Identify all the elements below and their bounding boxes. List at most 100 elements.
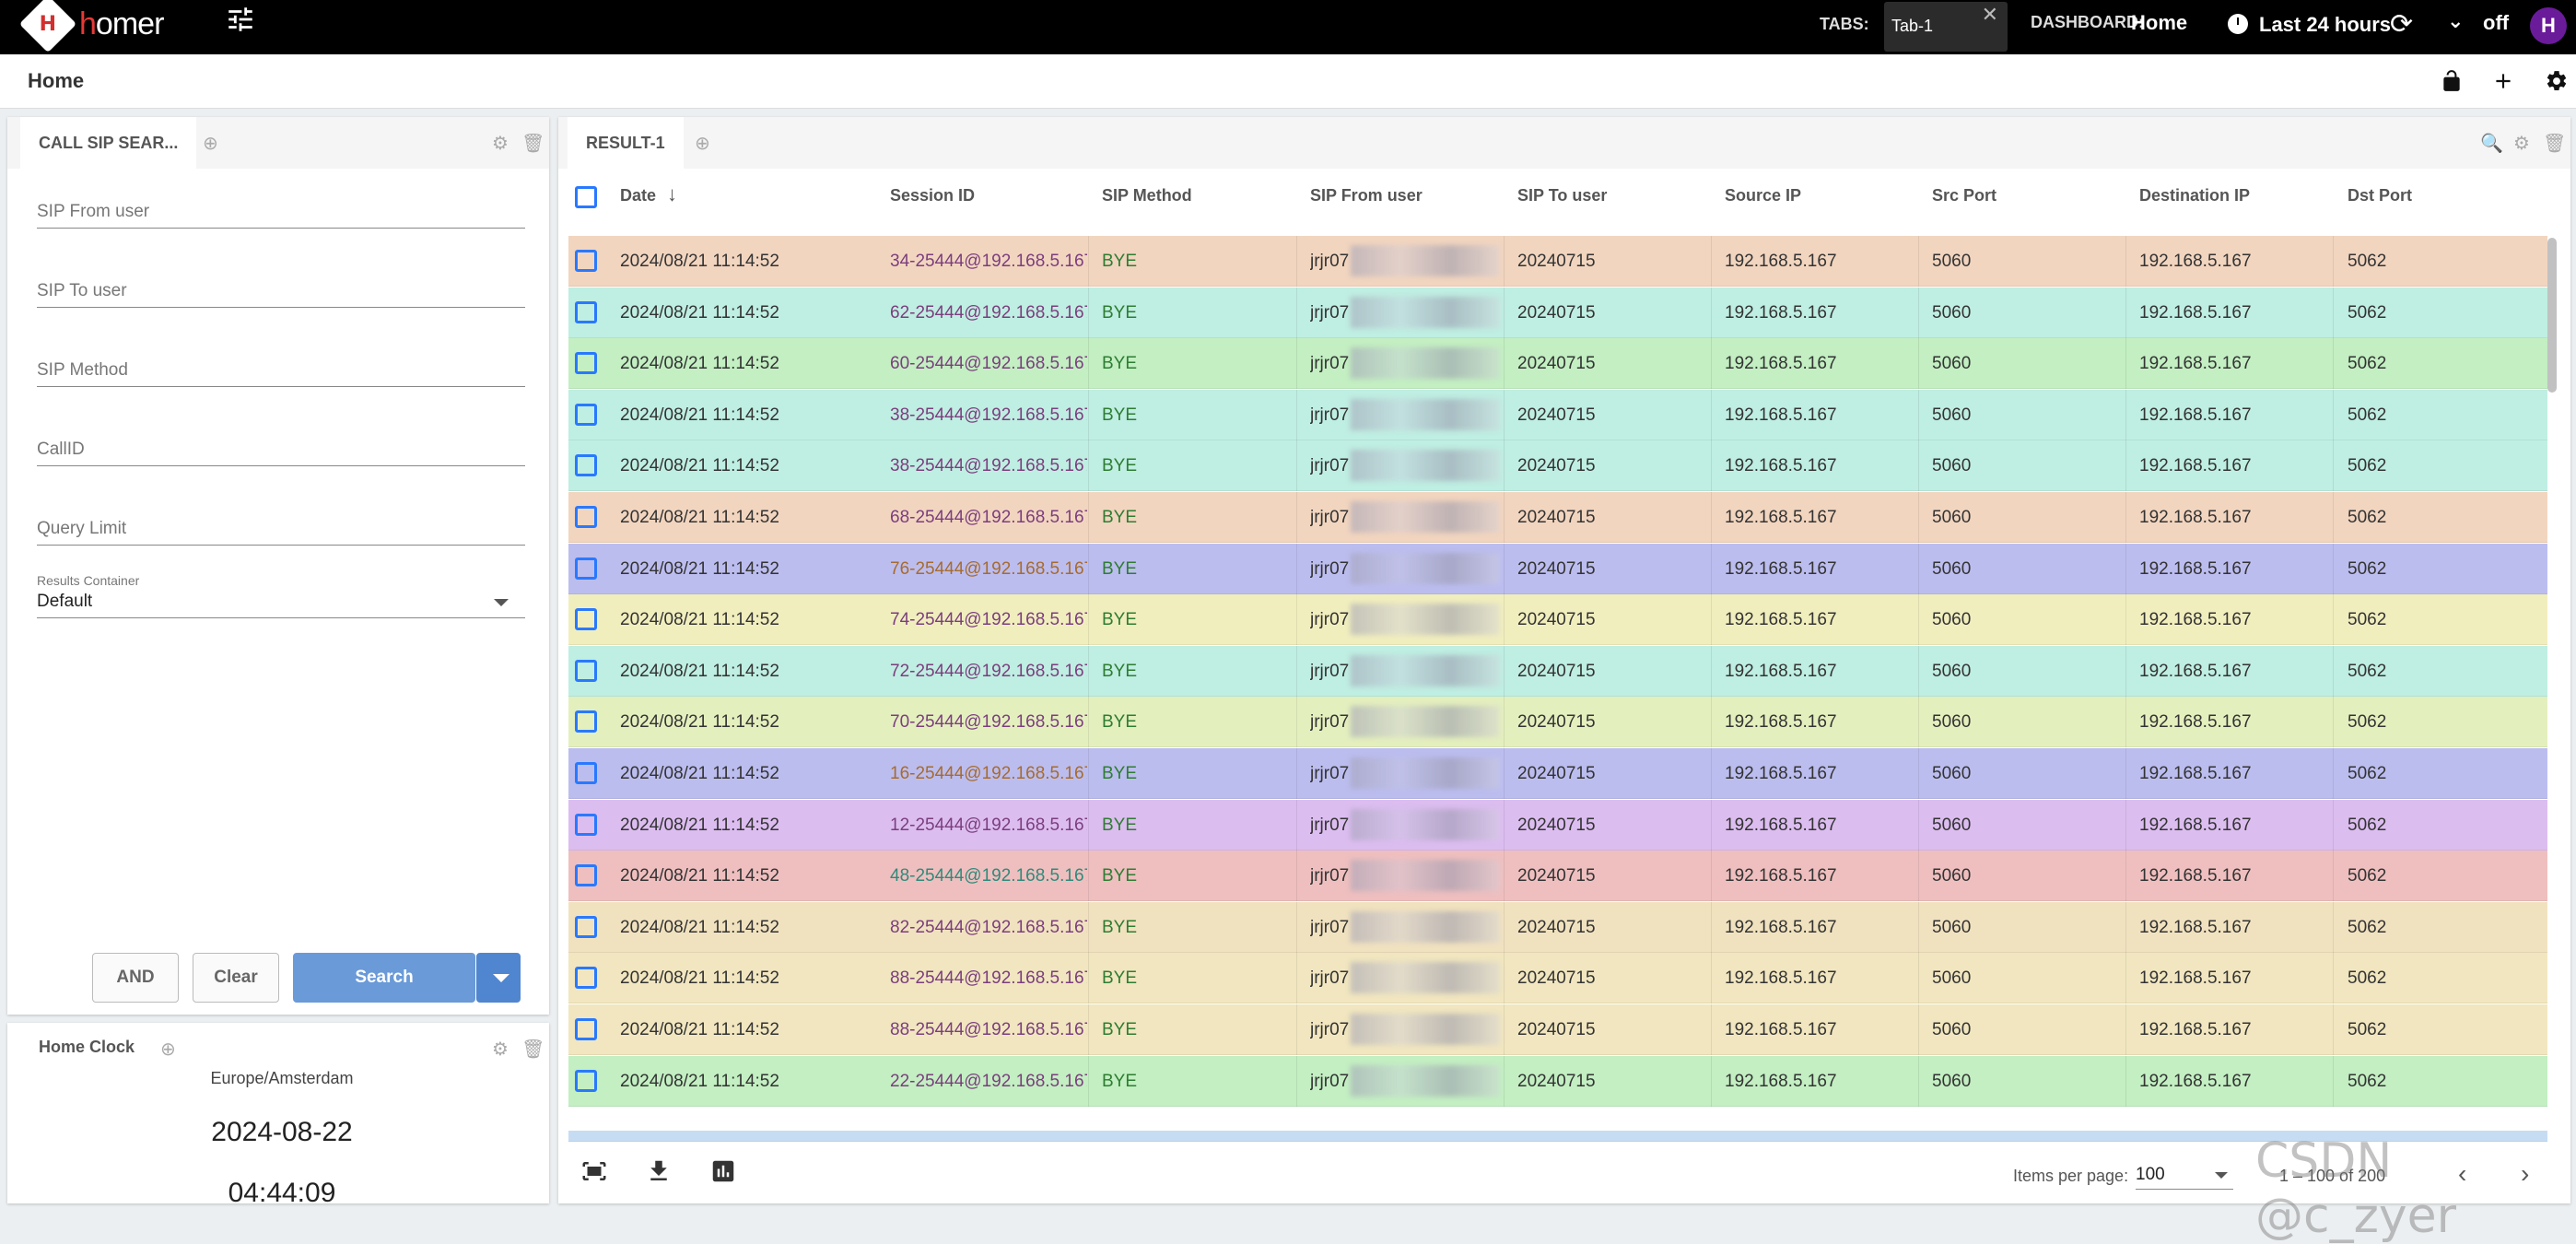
trash-icon[interactable]: 🗑 [521, 134, 545, 154]
arrow-down-icon[interactable]: ↓ [667, 182, 677, 205]
row-checkbox[interactable] [575, 915, 597, 938]
table-scrollbar[interactable] [2547, 238, 2557, 393]
table-row[interactable]: 2024/08/21 11:14:52 16-25444@192.168.5.16… [568, 748, 2547, 799]
row-checkbox[interactable] [575, 300, 597, 323]
table-row[interactable]: 2024/08/21 11:14:52 72-25444@192.168.5.16… [568, 645, 2547, 697]
homer-logo[interactable]: H homer [18, 0, 164, 53]
table-row[interactable]: 2024/08/21 11:14:52 88-25444@192.168.5.16… [568, 953, 2547, 1004]
cell-sip-method: BYE [1102, 815, 1138, 835]
row-checkbox[interactable] [575, 1069, 597, 1092]
column-header-src-port[interactable]: Src Port [1932, 186, 1997, 205]
avatar[interactable]: H [2530, 7, 2567, 44]
sip-to-user-field[interactable]: SIP To user [37, 281, 525, 308]
trash-icon[interactable]: 🗑 [521, 1039, 545, 1060]
table-row[interactable]: 2024/08/21 11:14:52 34-25444@192.168.5.16… [568, 236, 2547, 287]
row-checkbox[interactable] [575, 813, 597, 836]
fit-screen-icon[interactable] [580, 1157, 608, 1185]
breadcrumb[interactable]: Home [28, 69, 85, 92]
chevron-right-icon[interactable]: › [2521, 1159, 2530, 1188]
callid-field[interactable]: CallID [37, 440, 525, 466]
tune-icon[interactable] [225, 4, 256, 35]
column-header-sip-method[interactable]: SIP Method [1102, 186, 1192, 205]
add-circle-icon[interactable]: ⊕ [203, 134, 218, 154]
row-checkbox[interactable] [575, 608, 597, 631]
add-circle-icon[interactable]: ⊕ [695, 134, 710, 154]
column-header-sip-to-user[interactable]: SIP To user [1517, 186, 1608, 205]
add-circle-icon[interactable]: ⊕ [160, 1039, 176, 1060]
gear-icon[interactable]: ⚙ [2513, 134, 2530, 154]
search-button[interactable]: Search [293, 953, 475, 1003]
download-icon[interactable] [645, 1157, 673, 1185]
chevron-down-icon[interactable]: ⌄ [2447, 9, 2465, 32]
clear-button[interactable]: Clear [193, 953, 279, 1003]
results-container-select[interactable]: Default [37, 592, 525, 618]
cell-dst-port: 5062 [2348, 1020, 2387, 1039]
and-button[interactable]: AND [92, 953, 179, 1003]
lock-open-icon[interactable] [2440, 69, 2464, 93]
tab-call-sip-search[interactable]: CALL SIP SEAR... [20, 117, 197, 169]
search-icon[interactable]: 🔍 [2480, 134, 2503, 154]
sip-from-user-field[interactable]: SIP From user [37, 202, 525, 229]
row-checkbox[interactable] [575, 1018, 597, 1040]
settings-icon[interactable] [2545, 69, 2569, 93]
refresh-icon[interactable]: ⟳ [2390, 9, 2414, 40]
tab-result-1[interactable]: RESULT-1 [568, 117, 684, 169]
row-checkbox[interactable] [575, 967, 597, 990]
bar-chart-icon[interactable] [709, 1157, 737, 1185]
row-checkbox[interactable] [575, 454, 597, 477]
column-header-source-ip[interactable]: Source IP [1725, 186, 1802, 205]
table-row[interactable]: 2024/08/21 11:14:52 38-25444@192.168.5.16… [568, 440, 2547, 492]
search-options-button[interactable] [476, 953, 521, 1003]
row-checkbox[interactable] [575, 762, 597, 784]
column-divider [1088, 389, 1089, 440]
table-row[interactable]: 2024/08/21 11:14:52 62-25444@192.168.5.16… [568, 287, 2547, 338]
row-checkbox[interactable] [575, 710, 597, 733]
row-checkbox[interactable] [575, 659, 597, 682]
tab-home-clock[interactable]: Home Clock [20, 1023, 154, 1074]
table-row[interactable]: 2024/08/21 11:14:52 60-25444@192.168.5.16… [568, 338, 2547, 390]
cell-session-id: 88-25444@192.168.5.167 [890, 968, 1087, 989]
items-per-page-select[interactable]: 100 [2136, 1165, 2233, 1190]
refresh-mode[interactable]: off [2483, 11, 2510, 34]
cell-date: 2024/08/21 11:14:52 [620, 712, 779, 733]
row-checkbox[interactable] [575, 506, 597, 528]
table-row[interactable]: 2024/08/21 11:14:52 12-25444@192.168.5.16… [568, 799, 2547, 851]
select-all-checkbox[interactable] [575, 186, 597, 208]
table-row[interactable]: 2024/08/21 11:14:52 82-25444@192.168.5.16… [568, 901, 2547, 953]
row-checkbox[interactable] [575, 403, 597, 426]
tab-1[interactable]: Tab-1 ✕ [1884, 2, 2008, 52]
gear-icon[interactable]: ⚙ [492, 134, 509, 154]
gear-icon[interactable]: ⚙ [492, 1039, 509, 1060]
query-limit-field[interactable]: Query Limit [37, 519, 525, 546]
row-checkbox[interactable] [575, 250, 597, 272]
cell-sip-method: BYE [1102, 917, 1138, 937]
add-icon[interactable] [2491, 69, 2515, 93]
trash-icon[interactable]: 🗑 [2543, 134, 2567, 154]
column-divider [1504, 748, 1505, 799]
column-header-date[interactable]: Date [620, 186, 657, 205]
close-icon[interactable]: ✕ [1981, 3, 1998, 26]
table-row[interactable]: 2024/08/21 11:14:52 74-25444@192.168.5.16… [568, 594, 2547, 646]
column-divider [2333, 1055, 2334, 1107]
table-row[interactable]: 2024/08/21 11:14:52 22-25444@192.168.5.16… [568, 1055, 2547, 1107]
column-header-destination-ip[interactable]: Destination IP [2139, 186, 2251, 205]
table-row[interactable]: 2024/08/21 11:14:52 88-25444@192.168.5.16… [568, 1004, 2547, 1055]
cell-dst-port: 5062 [2348, 764, 2387, 783]
table-row[interactable]: 2024/08/21 11:14:52 38-25444@192.168.5.16… [568, 389, 2547, 440]
row-checkbox[interactable] [575, 557, 597, 580]
chevron-left-icon[interactable]: ‹ [2458, 1159, 2467, 1188]
column-header-session-id[interactable]: Session ID [890, 186, 976, 205]
dashboard-name[interactable]: Home [2131, 11, 2188, 34]
column-header-dst-port[interactable]: Dst Port [2348, 186, 2413, 205]
sip-method-field[interactable]: SIP Method [37, 360, 525, 387]
table-row[interactable]: 2024/08/21 11:14:52 70-25444@192.168.5.16… [568, 697, 2547, 748]
cell-destination-ip: 192.168.5.167 [2139, 815, 2252, 835]
time-range-button[interactable]: Last 24 hours [2259, 13, 2392, 36]
row-checkbox[interactable] [575, 864, 597, 887]
column-header-sip-from-user[interactable]: SIP From user [1310, 186, 1423, 205]
table-row[interactable]: 2024/08/21 11:14:52 76-25444@192.168.5.16… [568, 543, 2547, 594]
cell-source-ip: 192.168.5.167 [1725, 405, 1837, 425]
row-checkbox[interactable] [575, 352, 597, 375]
table-row[interactable]: 2024/08/21 11:14:52 48-25444@192.168.5.16… [568, 851, 2547, 902]
table-row[interactable]: 2024/08/21 11:14:52 68-25444@192.168.5.16… [568, 492, 2547, 543]
